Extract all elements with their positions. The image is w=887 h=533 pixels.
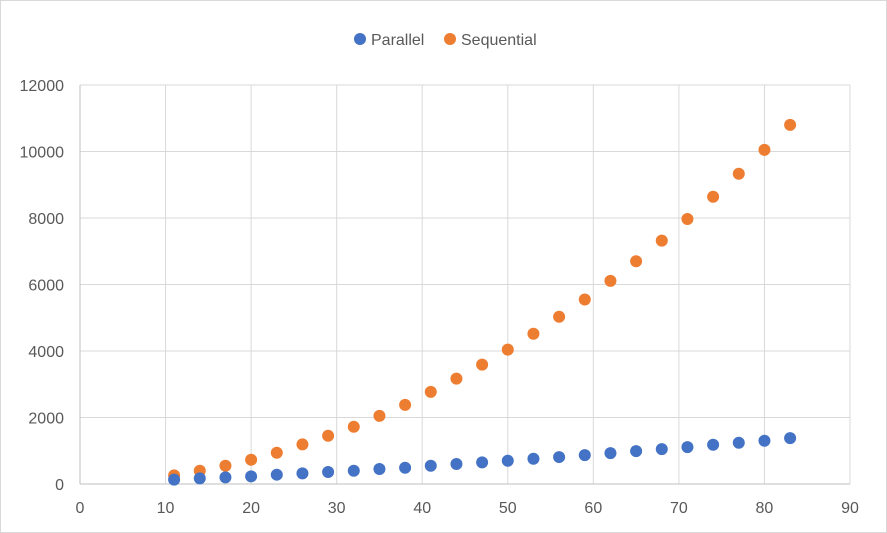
- x-tick-label: 50: [499, 500, 517, 517]
- y-tick-label: 8000: [28, 211, 64, 228]
- gridlines: [80, 84, 851, 484]
- data-series: [168, 118, 797, 486]
- parallel-data-point: [553, 451, 566, 464]
- sequential-data-point: [784, 118, 797, 131]
- parallel-data-point: [527, 452, 540, 465]
- x-tick-label: 10: [157, 500, 175, 517]
- legend-label: Sequential: [461, 32, 537, 49]
- parallel-data-point: [399, 461, 412, 474]
- sequential-data-point: [681, 212, 694, 225]
- parallel-data-point: [245, 470, 258, 483]
- x-tick-label: 80: [756, 500, 774, 517]
- parallel-data-point: [784, 432, 797, 445]
- parallel-data-point: [732, 436, 745, 449]
- x-tick-label: 30: [328, 500, 346, 517]
- legend-label: Parallel: [371, 32, 424, 49]
- legend-item-parallel: Parallel: [354, 32, 424, 49]
- series-parallel: [168, 432, 797, 486]
- sequential-data-point: [604, 274, 617, 287]
- legend-marker: [354, 33, 366, 45]
- sequential-data-point: [578, 293, 591, 306]
- parallel-data-point: [501, 454, 514, 467]
- legend-marker: [444, 33, 456, 45]
- parallel-data-point: [193, 472, 206, 485]
- sequential-data-point: [424, 385, 437, 398]
- parallel-data-point: [219, 471, 232, 484]
- sequential-data-point: [270, 446, 283, 459]
- parallel-data-point: [168, 473, 181, 486]
- y-tick-label: 6000: [28, 278, 64, 295]
- x-tick-label: 60: [584, 500, 602, 517]
- sequential-data-point: [707, 190, 720, 203]
- parallel-data-point: [655, 443, 668, 456]
- legend-item-sequential: Sequential: [444, 32, 537, 49]
- sequential-data-point: [296, 438, 309, 451]
- sequential-data-point: [347, 420, 360, 433]
- series-sequential: [168, 118, 797, 482]
- sequential-data-point: [476, 358, 489, 371]
- sequential-data-point: [732, 167, 745, 180]
- sequential-data-point: [527, 327, 540, 340]
- x-tick-label: 70: [670, 500, 688, 517]
- sequential-data-point: [245, 453, 258, 466]
- parallel-data-point: [630, 445, 643, 458]
- sequential-data-point: [373, 409, 386, 422]
- sequential-data-point: [450, 372, 463, 385]
- y-tick-label: 4000: [28, 344, 64, 361]
- parallel-data-point: [604, 447, 617, 460]
- y-tick-label: 12000: [20, 78, 65, 95]
- sequential-data-point: [655, 234, 668, 247]
- y-tick-label: 0: [55, 477, 64, 494]
- sequential-data-point: [553, 310, 566, 323]
- parallel-data-point: [578, 449, 591, 462]
- sequential-data-point: [322, 429, 335, 442]
- sequential-data-point: [501, 343, 514, 356]
- x-tick-label: 20: [242, 500, 260, 517]
- parallel-data-point: [270, 468, 283, 481]
- parallel-data-point: [758, 434, 771, 447]
- parallel-data-point: [296, 467, 309, 480]
- parallel-data-point: [681, 441, 694, 454]
- parallel-data-point: [373, 463, 386, 476]
- x-tick-label: 0: [76, 500, 85, 517]
- parallel-data-point: [450, 458, 463, 471]
- parallel-data-point: [707, 438, 720, 451]
- sequential-data-point: [758, 143, 771, 156]
- x-tick-label: 90: [841, 500, 859, 517]
- sequential-data-point: [399, 398, 412, 411]
- y-tick-label: 2000: [28, 411, 64, 428]
- parallel-data-point: [476, 456, 489, 469]
- tick-labels: 0 2000 4000 6000 8000 10000 12000 0 10 20 30 40 50 60…: [20, 78, 860, 517]
- parallel-data-point: [322, 466, 335, 479]
- x-tick-label: 40: [413, 500, 431, 517]
- legend: Parallel Sequential: [354, 32, 537, 49]
- parallel-data-point: [424, 459, 437, 472]
- parallel-data-point: [347, 464, 360, 477]
- axes: [79, 85, 850, 485]
- sequential-data-point: [219, 459, 232, 472]
- y-tick-label: 10000: [20, 145, 65, 162]
- sequential-data-point: [630, 255, 643, 268]
